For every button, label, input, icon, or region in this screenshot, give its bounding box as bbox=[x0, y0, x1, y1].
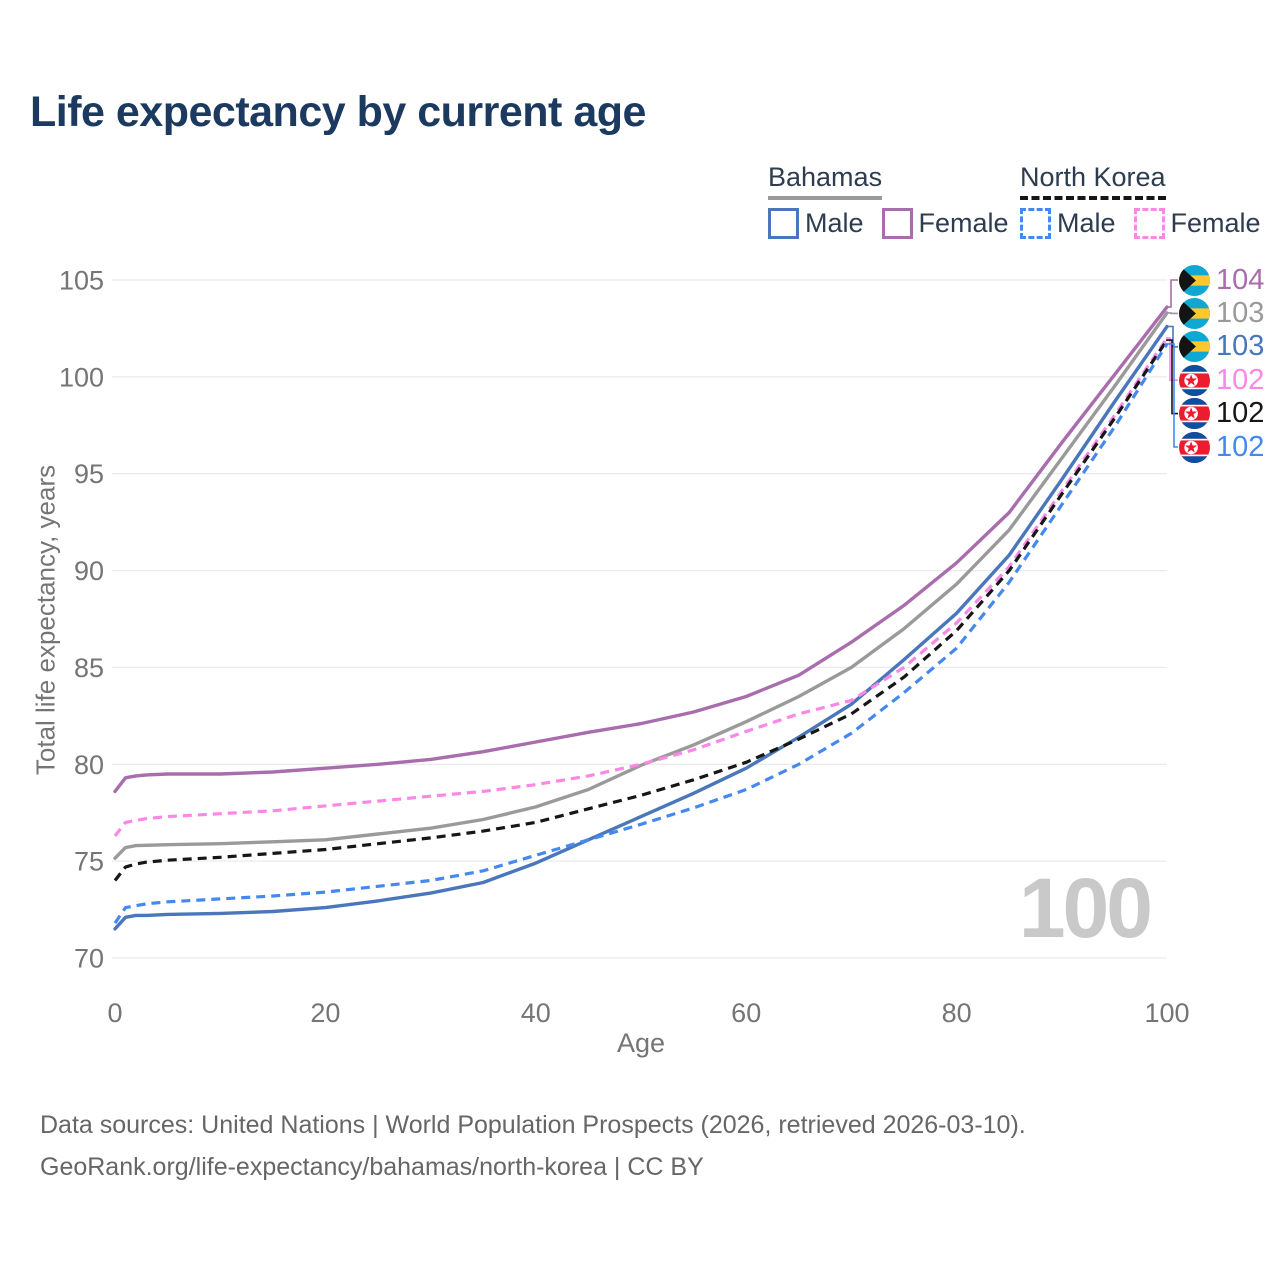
footer-data-sources: Data sources: United Nations | World Pop… bbox=[40, 1111, 1026, 1139]
legend-label-north-korea-male: Male bbox=[1057, 208, 1116, 238]
y-tick-label: 100 bbox=[59, 362, 104, 392]
end-label-row: 104 bbox=[1179, 263, 1265, 296]
end-label-value: 104 bbox=[1216, 263, 1265, 296]
bahamas-flag-icon bbox=[1179, 264, 1210, 296]
end-label-value: 102 bbox=[1216, 430, 1265, 463]
x-tick-label: 100 bbox=[1144, 998, 1189, 1028]
x-tick-label: 0 bbox=[107, 998, 122, 1028]
end-label-connector bbox=[1166, 343, 1178, 448]
footer-attribution: GeoRank.org/life-expectancy/bahamas/nort… bbox=[40, 1153, 704, 1181]
legend-label-bahamas-male: Male bbox=[805, 208, 864, 238]
y-axis-title: Total life expectancy, years bbox=[30, 464, 61, 776]
footer: Data sources: United Nations | World Pop… bbox=[40, 1104, 1026, 1188]
legend-country-bahamas[interactable]: Bahamas bbox=[768, 162, 883, 200]
series-line-north-korea-female[interactable] bbox=[113, 337, 1169, 837]
bahamas-flag-icon bbox=[1179, 297, 1210, 329]
north-korea-male-swatch-icon bbox=[1020, 208, 1051, 239]
end-label-value: 102 bbox=[1216, 363, 1265, 396]
series-line-north-korea-male[interactable] bbox=[113, 343, 1169, 924]
y-tick-label: 75 bbox=[74, 847, 104, 877]
legend-label-north-korea-female: Female bbox=[1170, 208, 1261, 238]
x-axis-title: Age bbox=[616, 1028, 666, 1058]
series-line-bahamas[interactable] bbox=[113, 311, 1169, 860]
legend-label-bahamas-female: Female bbox=[918, 208, 1009, 238]
legend-country-north-korea[interactable]: North Korea bbox=[1020, 162, 1166, 200]
bahamas-female-swatch-icon bbox=[881, 208, 913, 239]
x-tick-label: 60 bbox=[731, 998, 761, 1028]
watermark-current-age: 100 bbox=[1018, 861, 1153, 955]
end-label-value: 103 bbox=[1216, 296, 1265, 329]
end-label-row: 103 bbox=[1179, 330, 1265, 363]
y-tick-label: 95 bbox=[74, 459, 104, 489]
end-label-row: 102 bbox=[1179, 430, 1265, 463]
north-korea-flag-icon bbox=[1179, 431, 1210, 463]
x-tick-label: 40 bbox=[521, 998, 551, 1028]
north-korea-flag-icon bbox=[1179, 364, 1210, 396]
y-tick-label: 70 bbox=[74, 944, 104, 974]
y-tick-label: 80 bbox=[74, 750, 104, 780]
y-tick-label: 85 bbox=[74, 653, 104, 683]
series-line-bahamas-male[interactable] bbox=[113, 324, 1169, 931]
y-tick-label: 105 bbox=[59, 266, 104, 296]
legend-item-bahamas-female[interactable]: Female bbox=[881, 208, 1009, 239]
legend-group-north-korea: North Korea Male Female bbox=[1020, 162, 1279, 239]
page-title: Life expectancy by current age bbox=[30, 88, 646, 136]
end-label-connector bbox=[1166, 339, 1178, 415]
legend-item-north-korea-male[interactable]: Male bbox=[1020, 208, 1116, 239]
x-tick-label: 20 bbox=[310, 998, 340, 1028]
bahamas-male-swatch-icon bbox=[768, 208, 799, 239]
legend-group-bahamas: Bahamas Male Female bbox=[768, 162, 1027, 239]
end-label-connector bbox=[1166, 279, 1178, 308]
north-korea-flag-icon bbox=[1179, 398, 1210, 430]
end-label-row: 102 bbox=[1179, 363, 1265, 396]
end-label-row: 103 bbox=[1179, 296, 1265, 329]
legend-item-north-korea-female[interactable]: Female bbox=[1133, 208, 1261, 239]
y-tick-label: 90 bbox=[74, 556, 104, 586]
series-line-bahamas-female[interactable] bbox=[113, 305, 1169, 794]
end-label-value: 102 bbox=[1216, 397, 1265, 430]
bahamas-flag-icon bbox=[1179, 331, 1210, 363]
end-label-row: 102 bbox=[1179, 397, 1265, 430]
legend-item-bahamas-male[interactable]: Male bbox=[768, 208, 864, 239]
end-label-connector bbox=[1166, 325, 1178, 348]
north-korea-female-swatch-icon bbox=[1133, 208, 1165, 239]
end-label-value: 103 bbox=[1216, 330, 1265, 363]
x-tick-label: 80 bbox=[942, 998, 972, 1028]
series-line-north-korea[interactable] bbox=[113, 339, 1169, 882]
